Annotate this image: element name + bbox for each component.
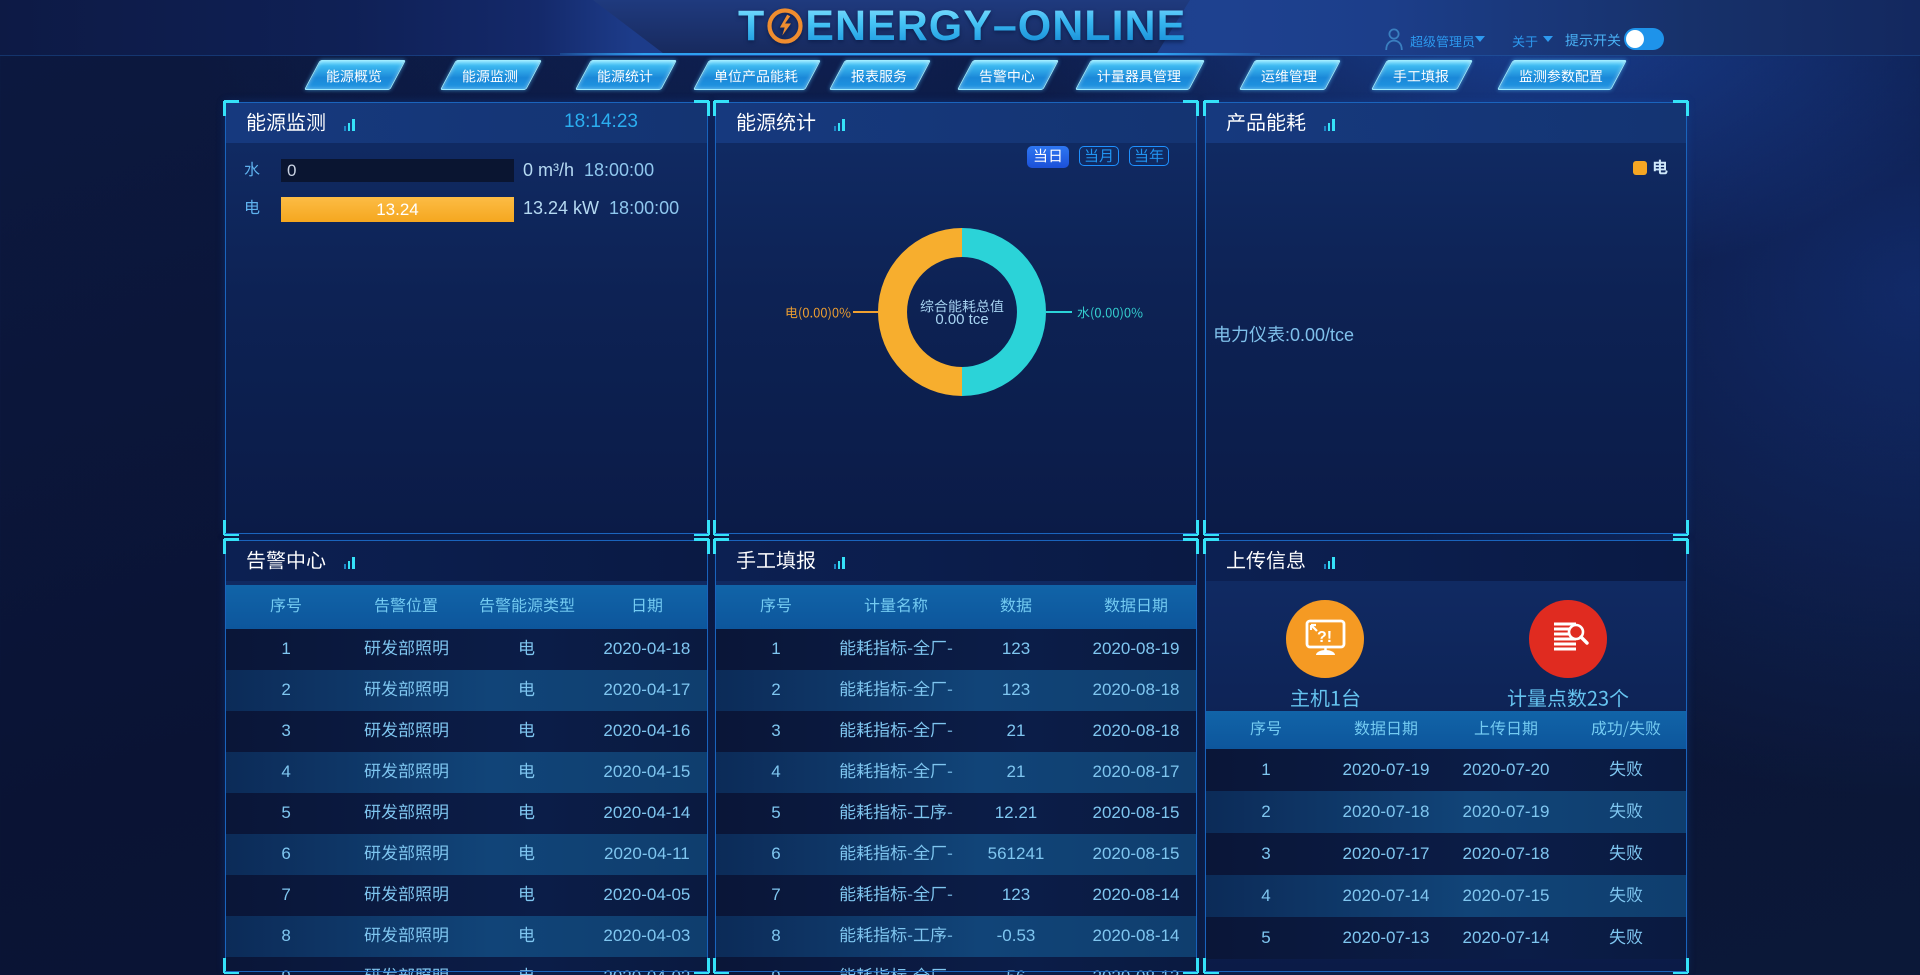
svg-text:?!: ?! [1317, 629, 1332, 646]
